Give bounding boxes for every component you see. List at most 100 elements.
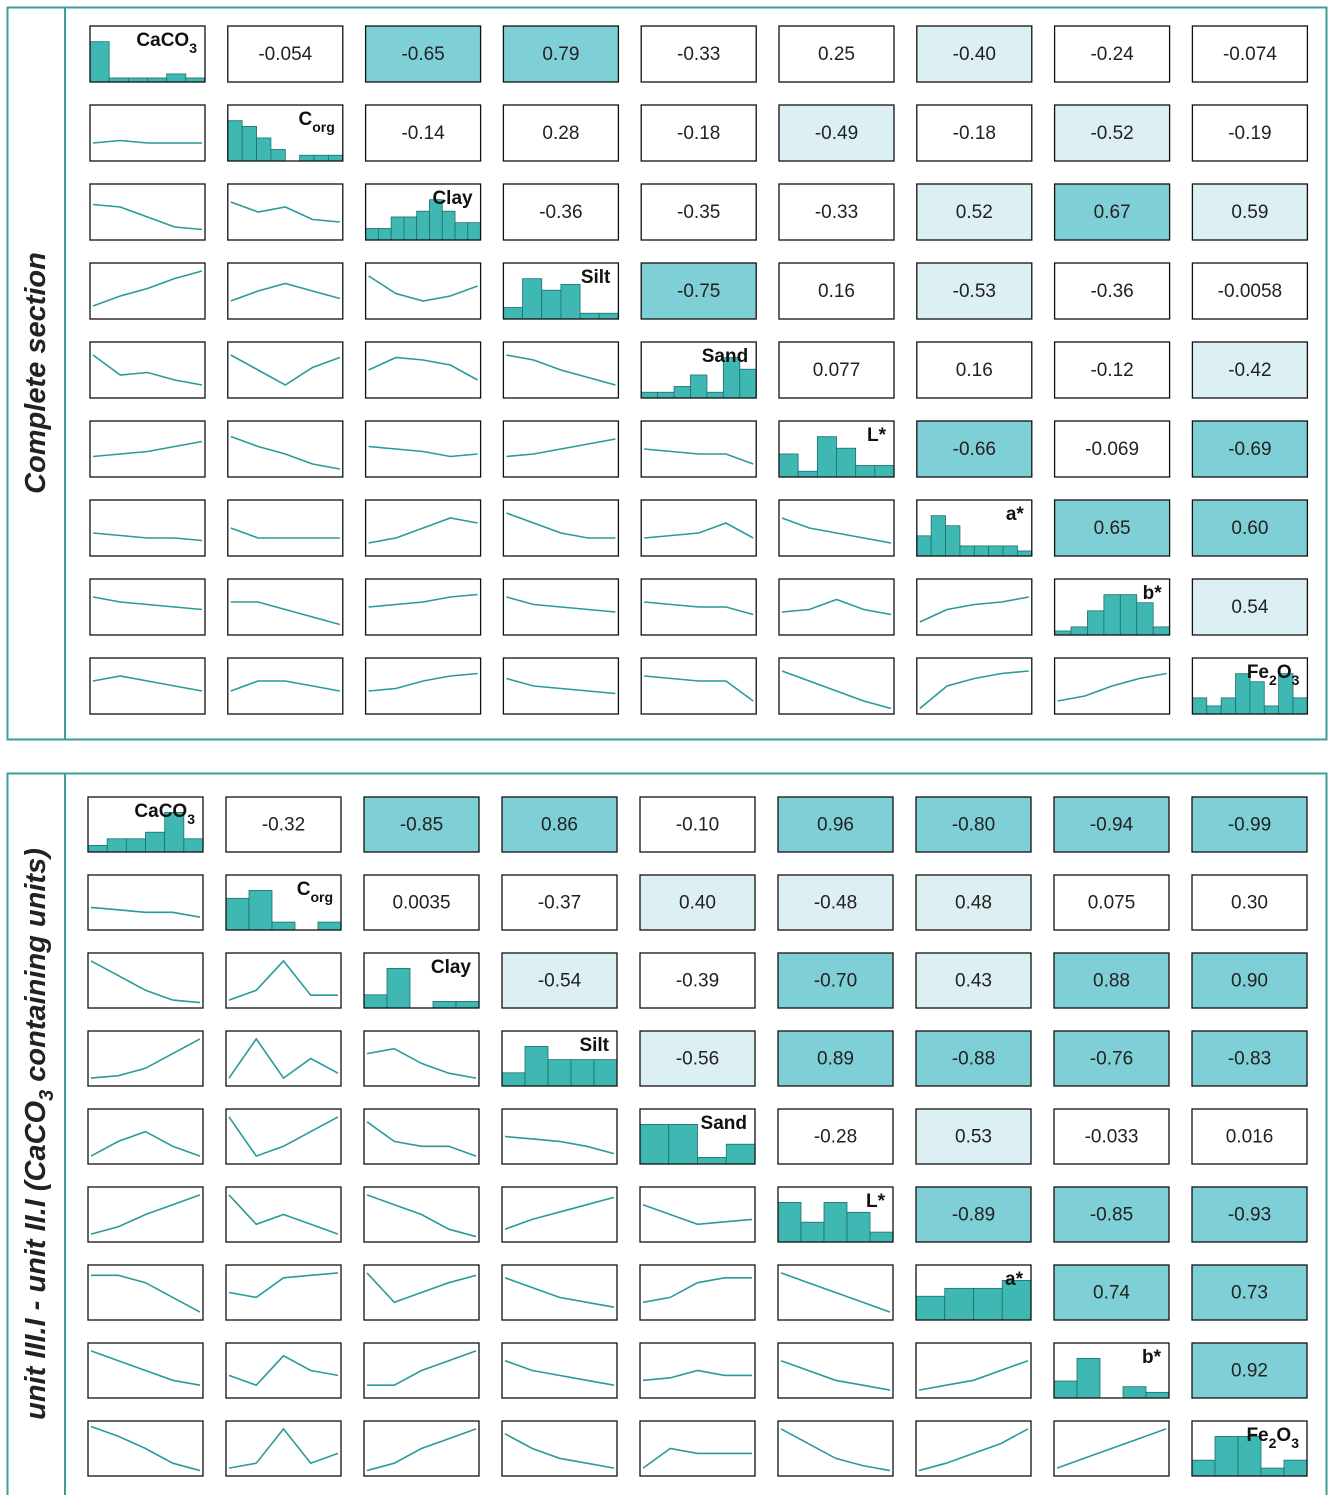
correlation-cell — [1191, 420, 1309, 478]
smooth-line — [90, 1038, 201, 1079]
correlation-label: -0.56 — [676, 1049, 719, 1070]
correlation-label: 0.075 — [1088, 893, 1136, 914]
smooth-line — [918, 1428, 1029, 1472]
correlation-cell — [1191, 1342, 1308, 1399]
cell-frame — [640, 499, 757, 557]
correlation-cell — [915, 874, 1032, 931]
correlation-cell — [778, 262, 895, 320]
correlation-cell — [640, 183, 757, 241]
smooth-line — [92, 440, 203, 458]
cell-frame — [639, 1186, 756, 1243]
cell-frame — [89, 341, 206, 399]
histogram-bar — [270, 149, 286, 162]
histogram-bar — [1087, 610, 1105, 636]
correlation-label: -0.10 — [676, 815, 719, 836]
correlation-label: -0.85 — [400, 815, 443, 836]
histogram-bar — [256, 137, 272, 162]
cell-frame — [501, 1186, 618, 1243]
cell-frame — [89, 657, 206, 715]
histogram-bar — [915, 1295, 946, 1321]
smooth-line — [230, 282, 341, 302]
histogram-bar — [328, 154, 344, 162]
histogram-bar — [706, 391, 724, 399]
histogram-bar — [1191, 1459, 1216, 1477]
correlation-label: -0.42 — [1228, 360, 1271, 381]
cell-frame — [640, 341, 757, 399]
histogram-bar — [657, 391, 675, 399]
correlation-label: -0.75 — [677, 281, 720, 302]
smooth-line — [644, 601, 754, 616]
smooth-line — [230, 601, 341, 626]
correlation-cell — [501, 874, 618, 931]
histogram-bar — [313, 154, 329, 162]
smooth-line — [368, 275, 478, 302]
correlation-cell — [916, 420, 1033, 478]
cell-frame — [225, 1342, 342, 1399]
correlation-label: 0.96 — [817, 815, 854, 836]
smooth-line — [366, 1428, 477, 1472]
histogram-bar — [166, 73, 187, 83]
cell-frame — [364, 341, 482, 399]
variable-label: Clay — [431, 957, 472, 978]
variable-label: a* — [1006, 504, 1025, 525]
variable-label: a* — [1005, 1269, 1024, 1290]
histogram-bar — [945, 525, 961, 557]
correlation-label: -0.65 — [401, 44, 444, 65]
histogram-bar — [1070, 626, 1088, 636]
smooth-line — [781, 598, 892, 616]
variable-label: Silt — [581, 267, 611, 288]
text-part: Silt — [581, 267, 611, 288]
text-part: CaCO — [134, 801, 187, 822]
cell-frame — [915, 1264, 1032, 1321]
smooth-line — [919, 670, 1029, 710]
correlation-label: -0.33 — [815, 202, 858, 223]
correlation-label: 0.74 — [1093, 1283, 1130, 1304]
histogram-bar — [106, 838, 127, 853]
smooth-line — [230, 354, 341, 386]
subscript: org — [310, 889, 333, 905]
correlation-cell — [915, 1108, 1032, 1165]
cell-frame — [364, 420, 482, 478]
smooth-line — [230, 435, 340, 470]
histogram-bar — [1206, 705, 1222, 715]
smooth-line — [91, 1274, 201, 1313]
smooth-line — [780, 1359, 891, 1391]
correlation-label: -0.83 — [1228, 1049, 1271, 1070]
text-part: unit III.I - unit II.I (CaCO — [20, 1100, 52, 1419]
smooth-line — [92, 354, 203, 386]
cell-frame — [916, 499, 1033, 557]
text-part: a* — [1005, 1269, 1024, 1290]
text-part: O — [1277, 662, 1292, 683]
correlation-label: -0.36 — [1090, 281, 1133, 302]
smooth-line — [781, 517, 892, 544]
cell-frame — [502, 499, 620, 557]
histogram-bar — [416, 210, 430, 241]
correlation-cell — [1053, 420, 1171, 478]
smooth-line — [92, 139, 202, 144]
smooth-line — [919, 596, 1029, 623]
correlation-label: -0.14 — [401, 123, 445, 144]
histogram-bar — [598, 312, 619, 320]
smooth-line — [228, 1116, 339, 1158]
histogram-bar — [522, 278, 543, 320]
correlation-label: -0.069 — [1085, 439, 1139, 460]
smooth-line — [506, 512, 616, 539]
cell-frame — [89, 183, 206, 241]
correlation-cell — [1191, 1108, 1308, 1165]
smooth-line — [780, 1272, 891, 1313]
correlation-cell — [1191, 1186, 1308, 1243]
histogram-bar — [916, 535, 932, 557]
correlation-cell — [1053, 183, 1171, 241]
smooth-line — [228, 1194, 339, 1235]
smooth-line — [90, 1194, 201, 1235]
correlation-cell — [1053, 499, 1171, 557]
histogram-bar — [1136, 602, 1154, 636]
histogram-bar — [441, 210, 456, 241]
smooth-line — [228, 1354, 339, 1387]
correlation-label: 0.30 — [1231, 893, 1268, 914]
panel-title: Complete section — [20, 252, 52, 494]
cell-frame — [778, 657, 895, 715]
correlation-label: -0.69 — [1228, 439, 1271, 460]
correlation-cell — [1191, 499, 1309, 557]
correlation-cell — [363, 874, 480, 931]
